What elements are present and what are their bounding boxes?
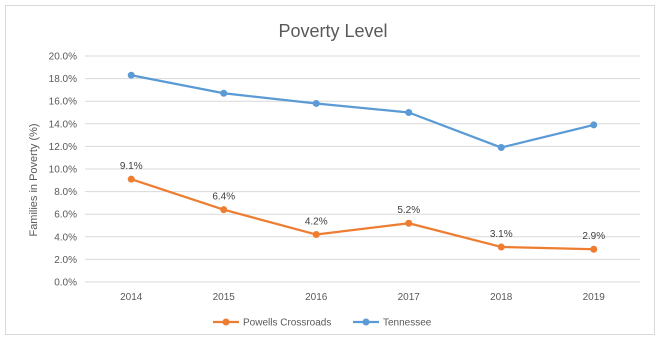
data-label: 2.9% bbox=[582, 231, 605, 242]
data-point bbox=[312, 99, 320, 107]
data-point bbox=[497, 144, 505, 152]
x-tick-label: 2018 bbox=[490, 292, 513, 303]
data-point bbox=[220, 89, 228, 97]
legend: Powells Crossroads Tennessee bbox=[213, 318, 432, 329]
data-label: 3.1% bbox=[490, 229, 513, 240]
data-labels: 9.1% 6.4% 4.2% 5.2% 3.1% 2.9% bbox=[120, 161, 605, 242]
series-lines bbox=[127, 71, 598, 253]
data-label: 6.4% bbox=[212, 192, 235, 203]
y-tick-label: 2.0% bbox=[54, 255, 77, 266]
legend-label: Tennessee bbox=[383, 318, 432, 329]
data-point bbox=[405, 219, 413, 227]
series-line-2 bbox=[131, 74, 595, 149]
y-tick-label: 6.0% bbox=[54, 210, 77, 221]
gridlines bbox=[85, 55, 640, 283]
data-point bbox=[405, 109, 413, 116]
data-point bbox=[497, 243, 505, 251]
legend-marker bbox=[222, 318, 230, 326]
chart-title: Poverty Level bbox=[278, 21, 387, 41]
x-tick-label: 2014 bbox=[120, 292, 143, 303]
y-tick-label: 4.0% bbox=[54, 232, 77, 243]
data-point bbox=[590, 121, 598, 129]
data-point bbox=[590, 245, 598, 253]
data-label: 5.2% bbox=[397, 205, 420, 216]
data-point bbox=[220, 206, 228, 214]
y-tick-label: 10.0% bbox=[49, 165, 77, 176]
series-line-1 bbox=[130, 178, 594, 251]
data-label: 4.2% bbox=[305, 217, 328, 228]
y-tick-label: 20.0% bbox=[49, 52, 77, 63]
data-point bbox=[127, 71, 135, 79]
y-tick-label: 8.0% bbox=[54, 187, 77, 198]
data-label: 9.1% bbox=[120, 161, 143, 172]
x-tick-label: 2017 bbox=[398, 292, 421, 303]
y-tick-label: 14.0% bbox=[49, 119, 77, 130]
y-tick-label: 0.0% bbox=[54, 278, 77, 289]
y-tick-label: 18.0% bbox=[49, 74, 77, 85]
x-tick-label: 2019 bbox=[583, 292, 606, 303]
y-axis-label: Families in Poverty (%) bbox=[28, 123, 40, 236]
legend-label: Powells Crossroads bbox=[243, 318, 331, 329]
x-tick-label: 2015 bbox=[213, 292, 236, 303]
legend-marker bbox=[362, 318, 370, 326]
y-axis-ticks: 0.0% 2.0% 4.0% 6.0% 8.0% 10.0% 12.0% 14.0% 16.0%… bbox=[49, 52, 77, 289]
y-tick-label: 16.0% bbox=[49, 97, 77, 108]
x-axis-ticks: 2014 2015 2016 2017 2018 2019 bbox=[120, 292, 605, 303]
chart-frame bbox=[5, 5, 655, 335]
data-point bbox=[312, 231, 320, 239]
x-tick-label: 2016 bbox=[305, 292, 328, 303]
data-point bbox=[127, 175, 135, 183]
y-tick-label: 12.0% bbox=[49, 142, 77, 153]
